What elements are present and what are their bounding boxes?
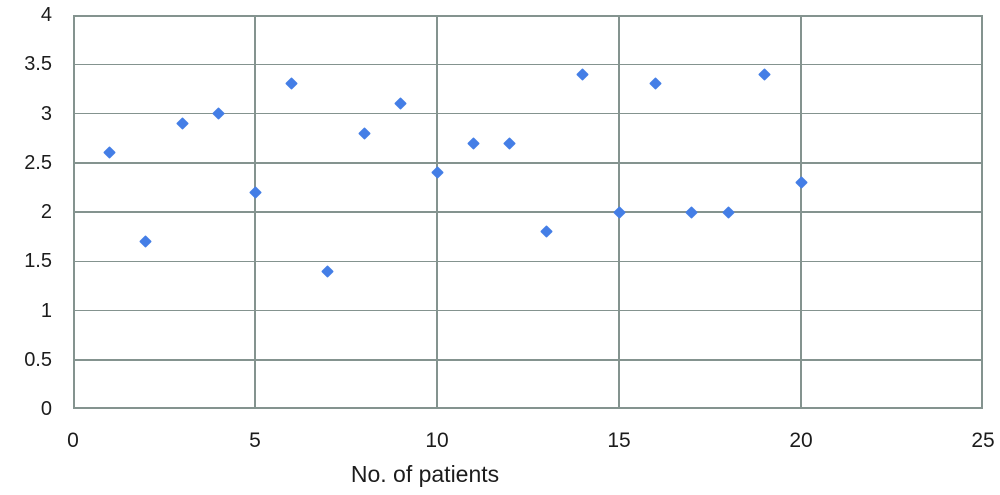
x-tick-label: 25 xyxy=(971,429,995,452)
data-point xyxy=(758,67,771,81)
data-point xyxy=(357,126,371,140)
data-point xyxy=(576,67,589,81)
vertical-gridline xyxy=(800,17,802,407)
x-tick-label: 5 xyxy=(249,429,261,452)
x-axis-title: No. of patients xyxy=(350,461,500,487)
data-point xyxy=(285,77,298,91)
y-tick-label: 1 xyxy=(40,299,52,322)
data-point xyxy=(321,264,335,278)
horizontal-gridline xyxy=(75,359,981,361)
data-point xyxy=(212,107,225,120)
data-point xyxy=(794,176,808,189)
data-point xyxy=(394,97,407,111)
data-point xyxy=(467,136,480,150)
data-point xyxy=(139,235,153,248)
data-point xyxy=(430,166,444,179)
data-point xyxy=(539,225,553,239)
y-tick-label: 0.5 xyxy=(24,348,52,371)
x-tick-label: 15 xyxy=(607,429,631,452)
data-point xyxy=(612,205,626,219)
data-point xyxy=(503,136,517,150)
y-tick-label: 0 xyxy=(40,398,52,420)
horizontal-gridline xyxy=(75,211,981,213)
horizontal-gridline xyxy=(75,260,981,262)
plot-area xyxy=(73,15,983,409)
y-tick-label: 3.5 xyxy=(24,53,52,76)
horizontal-gridline xyxy=(75,63,981,65)
horizontal-gridline xyxy=(75,162,981,164)
vertical-gridline xyxy=(254,17,256,407)
y-tick-label: 4 xyxy=(40,4,52,26)
data-point xyxy=(248,185,262,199)
data-point xyxy=(649,77,662,91)
data-point xyxy=(103,146,116,160)
y-tick-label: 3 xyxy=(40,102,52,125)
data-point xyxy=(685,205,699,219)
x-tick-label: 20 xyxy=(789,429,813,452)
data-point xyxy=(721,205,735,219)
x-tick-label: 10 xyxy=(425,429,449,452)
horizontal-gridline xyxy=(75,309,981,312)
y-tick-label: 1.5 xyxy=(24,250,52,273)
y-tick-label: 2.5 xyxy=(24,151,52,174)
vertical-gridline xyxy=(436,17,438,407)
data-point xyxy=(175,116,189,130)
y-tick-label: 2 xyxy=(40,201,52,223)
x-tick-label: 0 xyxy=(67,429,79,452)
horizontal-gridline xyxy=(75,112,981,115)
